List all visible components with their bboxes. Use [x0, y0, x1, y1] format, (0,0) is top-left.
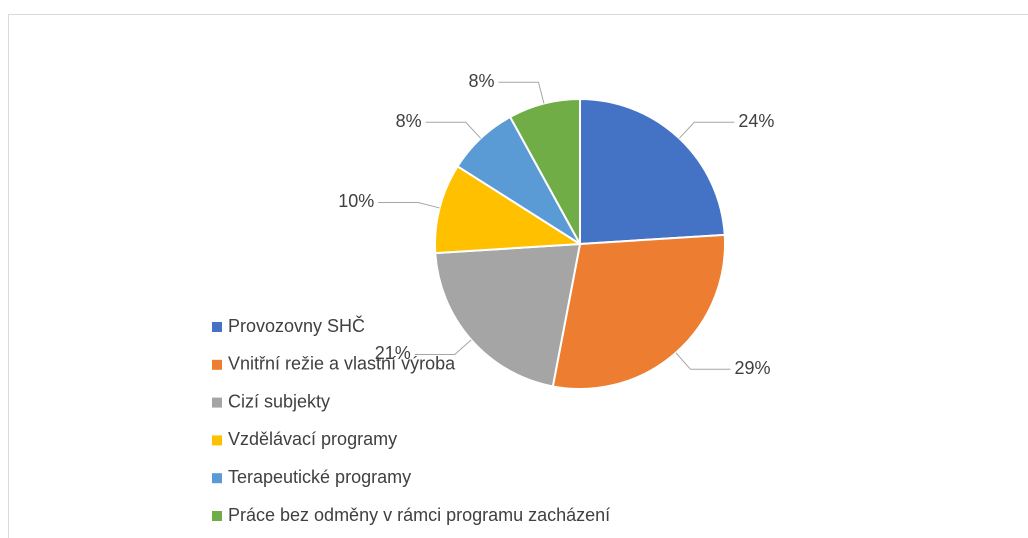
legend-label: Práce bez odměny v rámci programu zacház…: [228, 505, 610, 525]
legend-label: Terapeutické programy: [228, 467, 411, 487]
leader-line: [425, 121, 482, 139]
legend-label: Provozovny SHČ: [228, 315, 365, 336]
legend-swatch: [212, 435, 222, 446]
legend-label: Vzdělávací programy: [228, 429, 397, 449]
legend-swatch: [212, 359, 222, 370]
pie-slice: [508, 97, 581, 245]
data-label: 10%: [338, 191, 374, 211]
legend-swatch: [212, 473, 222, 484]
pie-slice: [551, 233, 726, 390]
leader-line: [378, 201, 440, 209]
legend-swatch: [212, 322, 222, 332]
legend-swatch: [212, 511, 222, 521]
data-label: 21%: [375, 343, 411, 363]
legend-label: Vnitřní režie a vlastní výroba: [228, 354, 456, 374]
legend-label: Cizí subjekty: [228, 391, 330, 411]
leader-line: [414, 339, 472, 355]
legend-swatch: [212, 397, 222, 408]
data-label: 29%: [734, 358, 770, 378]
data-label: 24%: [738, 111, 774, 131]
leader-line: [498, 81, 545, 104]
data-label: 8%: [468, 71, 494, 91]
data-label: 8%: [396, 111, 422, 131]
leader-line: [675, 352, 731, 370]
leader-line: [678, 121, 735, 139]
